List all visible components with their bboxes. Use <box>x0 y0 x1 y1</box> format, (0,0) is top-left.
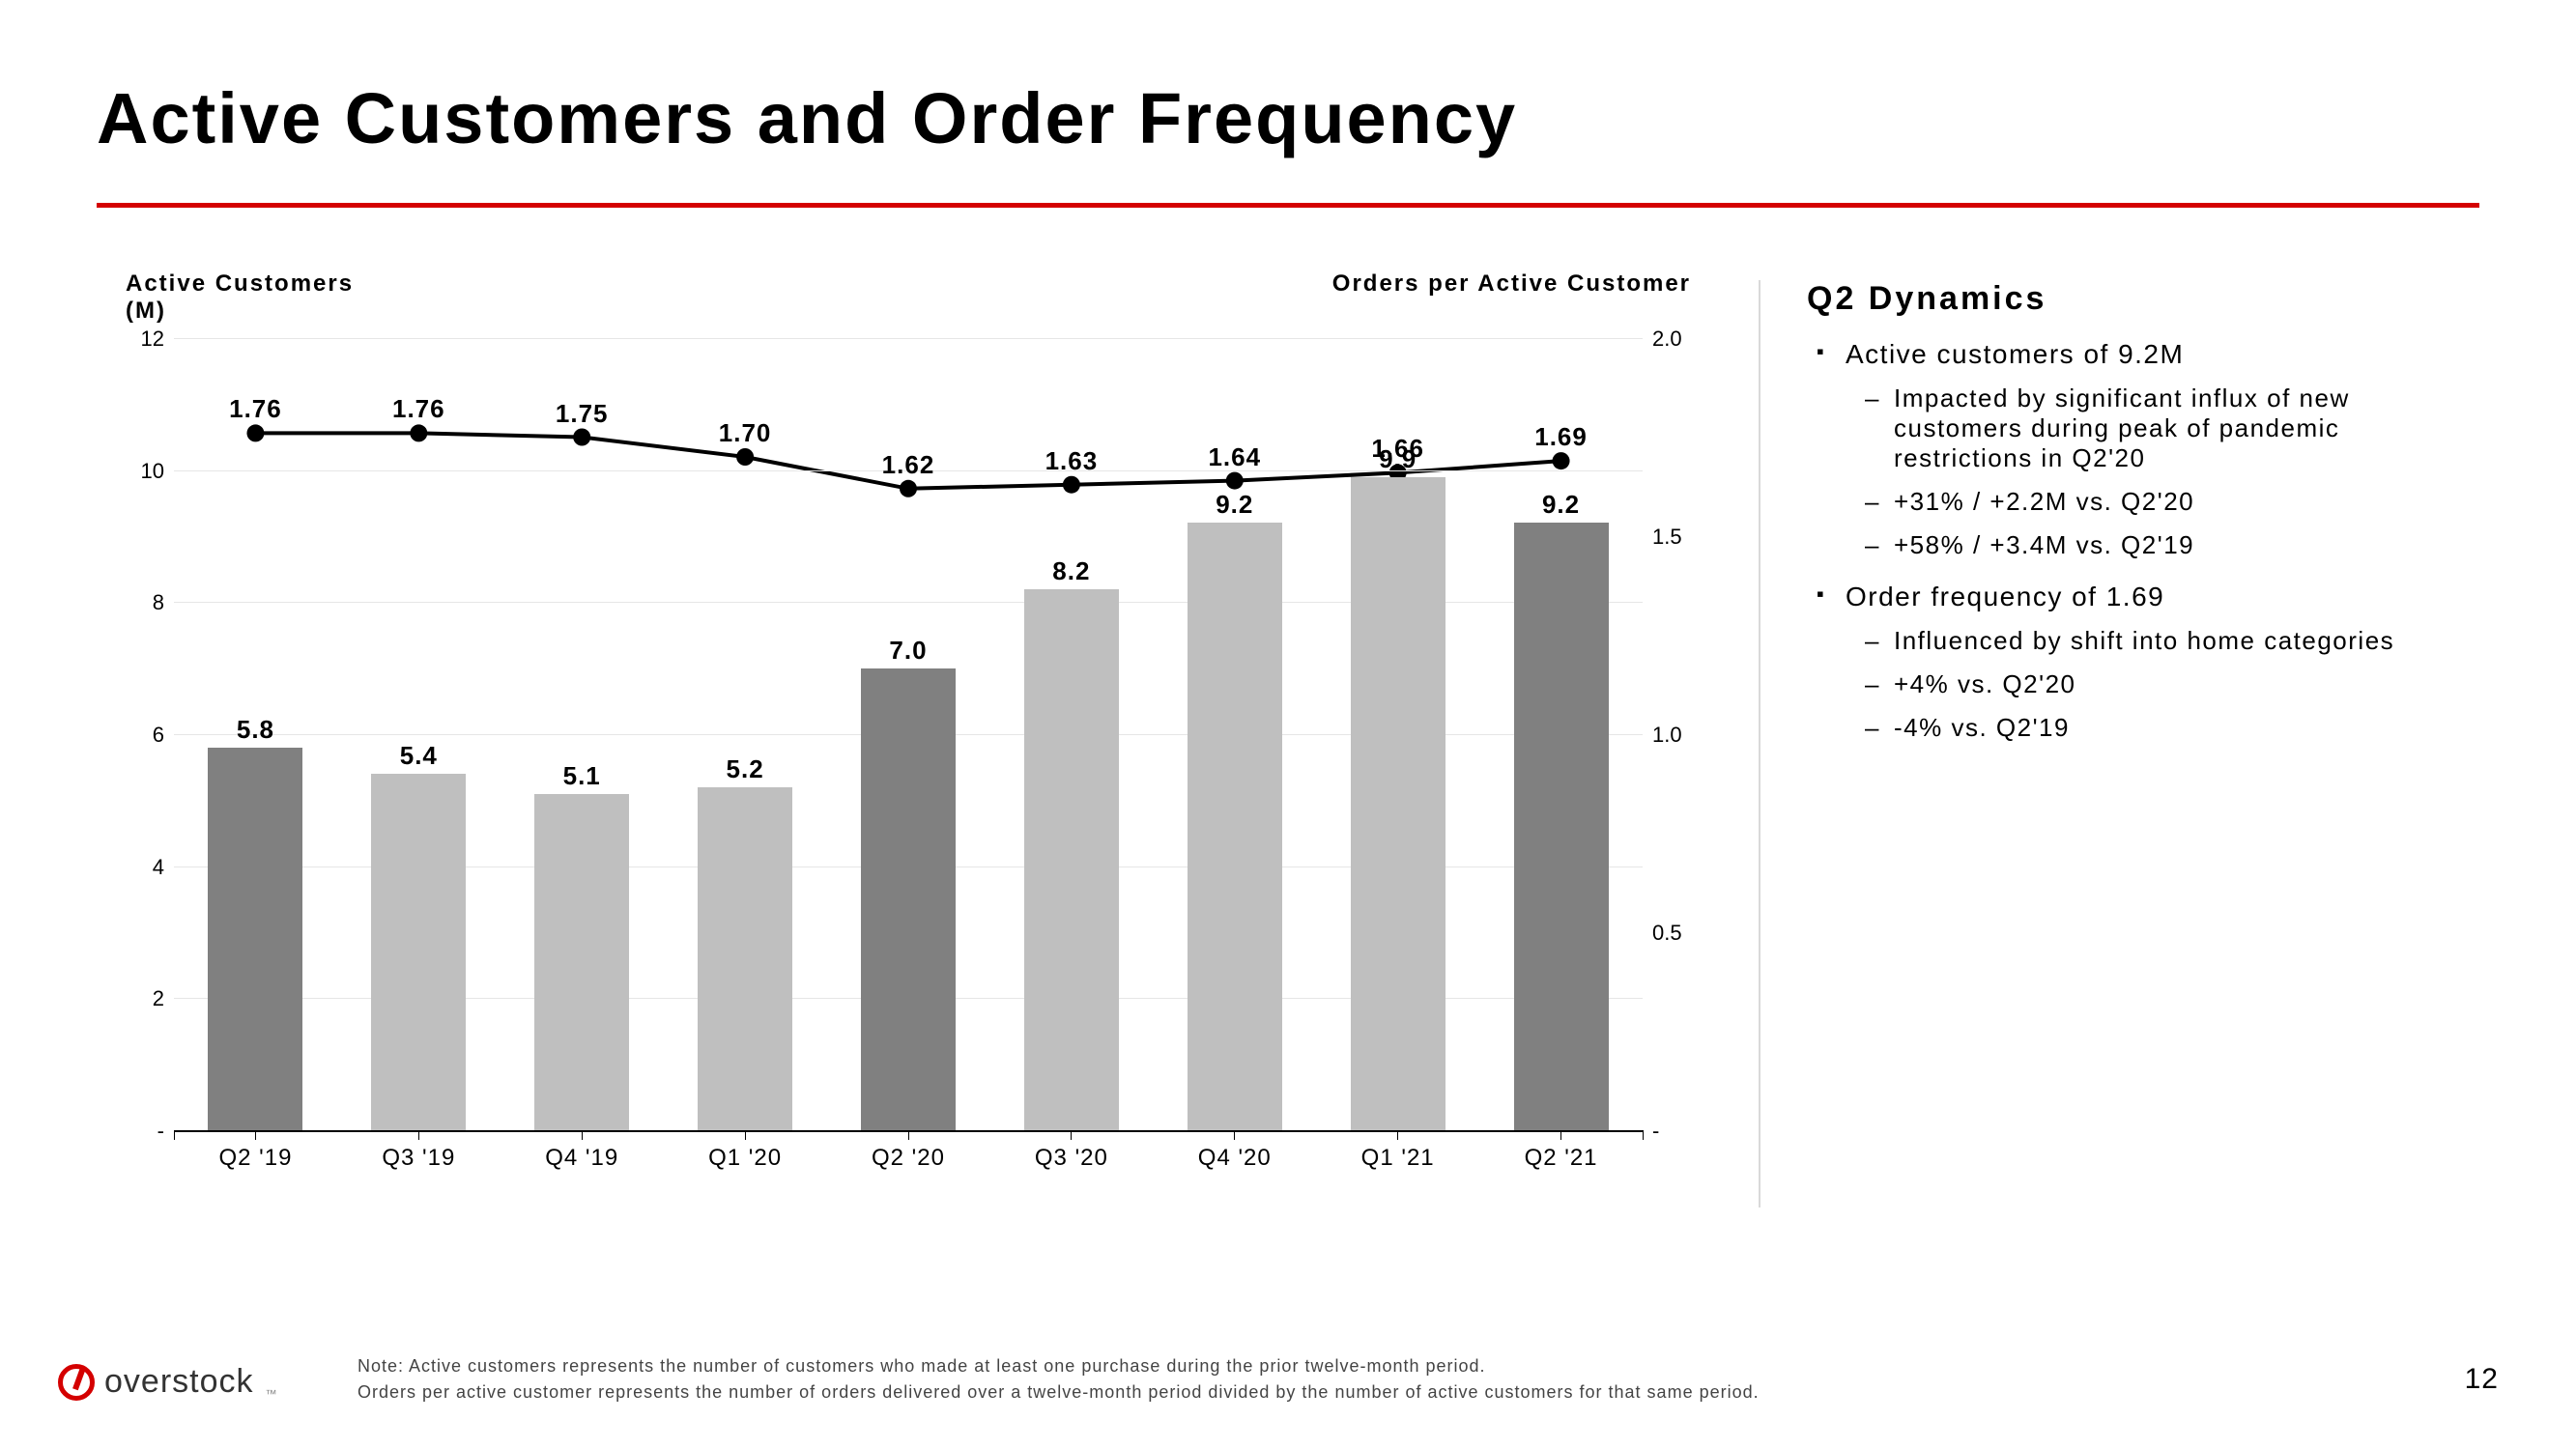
line-value-label: 1.63 <box>989 446 1153 476</box>
x-tick-mark <box>174 1130 175 1140</box>
bar-value-label: 7.0 <box>827 636 990 666</box>
bullet-lvl2: -4% vs. Q2'19 <box>1807 713 2483 743</box>
x-tick-label: Q4 '20 <box>1153 1145 1316 1172</box>
y1-tick-label: 10 <box>126 459 164 484</box>
line-value-label: 1.62 <box>827 450 990 480</box>
y2-tick-label: 0.5 <box>1652 921 1701 946</box>
bullet-lvl2: +4% vs. Q2'20 <box>1807 669 2483 699</box>
bar-value-label: 8.2 <box>989 556 1153 586</box>
y2-tick-label: 1.5 <box>1652 525 1701 550</box>
line-marker <box>900 480 917 497</box>
x-tick-label: Q1 '20 <box>664 1145 827 1172</box>
y1-axis-title: Active Customers(M) <box>126 270 354 325</box>
line-value-label: 1.76 <box>174 394 337 424</box>
grid-line <box>174 338 1643 339</box>
x-tick-label: Q1 '21 <box>1316 1145 1479 1172</box>
y2-tick-label: - <box>1652 1119 1701 1144</box>
logo-trademark: ™ <box>266 1387 277 1401</box>
x-tick-mark <box>745 1130 746 1140</box>
line-marker <box>410 424 427 441</box>
y1-tick-label: 6 <box>126 723 164 748</box>
footnote: Note: Active customers represents the nu… <box>358 1353 1760 1406</box>
line-value-label: 1.66 <box>1316 434 1479 464</box>
bar <box>371 774 466 1130</box>
chart-plot-area: -24681012-0.51.01.52.0Q2 '195.81.76Q3 '1… <box>174 338 1643 1130</box>
line-marker <box>1063 476 1080 494</box>
line-marker <box>736 448 754 466</box>
y1-tick-label: 2 <box>126 986 164 1011</box>
bullet-lvl1: Active customers of 9.2M <box>1807 339 2483 370</box>
y2-tick-label: 1.0 <box>1652 723 1701 748</box>
bar-value-label: 9.2 <box>1153 490 1316 520</box>
footnote-line1: Note: Active customers represents the nu… <box>358 1353 1760 1379</box>
vertical-divider <box>1759 280 1760 1208</box>
y1-tick-label: 12 <box>126 327 164 352</box>
line-value-label: 1.64 <box>1153 442 1316 472</box>
bar <box>534 794 629 1131</box>
x-tick-mark <box>255 1130 256 1140</box>
line-marker <box>1553 452 1570 469</box>
bullet-lvl2: Impacted by significant influx of new cu… <box>1807 384 2483 473</box>
dynamics-panel: Q2 Dynamics Active customers of 9.2M Impa… <box>1807 280 2483 743</box>
page-number: 12 <box>2465 1363 2499 1396</box>
x-tick-label: Q3 '20 <box>989 1145 1153 1172</box>
horizontal-rule <box>97 203 2479 208</box>
line-value-label: 1.76 <box>337 394 501 424</box>
bar <box>1024 589 1119 1130</box>
x-tick-mark <box>1560 1130 1561 1140</box>
line-value-label: 1.69 <box>1479 422 1643 452</box>
bar <box>1188 523 1282 1130</box>
bullet-lvl2: +58% / +3.4M vs. Q2'19 <box>1807 530 2483 560</box>
x-tick-mark <box>582 1130 583 1140</box>
x-tick-label: Q2 '21 <box>1479 1145 1643 1172</box>
x-tick-label: Q3 '19 <box>337 1145 501 1172</box>
line-marker <box>573 429 590 446</box>
bullet-lvl2: +31% / +2.2M vs. Q2'20 <box>1807 487 2483 517</box>
bar <box>1351 477 1445 1131</box>
panel-list: Active customers of 9.2M Impacted by sign… <box>1807 339 2483 743</box>
bar-value-label: 5.8 <box>174 715 337 745</box>
chart-container: Active Customers(M) Orders per Active Cu… <box>97 270 1720 1236</box>
footnote-line2: Orders per active customer represents th… <box>358 1379 1760 1406</box>
y2-axis-title: Orders per Active Customer <box>1332 270 1691 298</box>
bullet-lvl2: Influenced by shift into home categories <box>1807 626 2483 656</box>
y1-tick-label: 4 <box>126 855 164 880</box>
line-marker <box>1226 472 1244 490</box>
panel-title: Q2 Dynamics <box>1807 280 2483 318</box>
logo-text: overstock <box>104 1363 254 1401</box>
x-tick-mark <box>1643 1130 1644 1140</box>
x-tick-label: Q2 '19 <box>174 1145 337 1172</box>
bar <box>208 748 302 1130</box>
bar-value-label: 5.4 <box>337 741 501 771</box>
line-value-label: 1.70 <box>664 418 827 448</box>
x-tick-mark <box>908 1130 909 1140</box>
bar-value-label: 9.2 <box>1479 490 1643 520</box>
slide-title: Active Customers and Order Frequency <box>97 77 1517 159</box>
y1-tick-label: 8 <box>126 590 164 615</box>
x-tick-mark <box>1397 1130 1398 1140</box>
bullet-lvl1: Order frequency of 1.69 <box>1807 582 2483 612</box>
logo-mark-icon <box>58 1364 95 1401</box>
x-tick-mark <box>1071 1130 1072 1140</box>
bar-value-label: 5.2 <box>664 754 827 784</box>
line-marker <box>246 424 264 441</box>
x-tick-label: Q4 '19 <box>501 1145 664 1172</box>
bar <box>861 668 956 1130</box>
bar <box>698 787 792 1130</box>
bar-value-label: 5.1 <box>501 761 664 791</box>
x-tick-mark <box>1234 1130 1235 1140</box>
y2-tick-label: 2.0 <box>1652 327 1701 352</box>
line-value-label: 1.75 <box>501 399 664 429</box>
logo: overstock ™ <box>58 1363 277 1401</box>
x-tick-mark <box>418 1130 419 1140</box>
x-tick-label: Q2 '20 <box>827 1145 990 1172</box>
y1-tick-label: - <box>126 1119 164 1144</box>
bar <box>1514 523 1609 1130</box>
